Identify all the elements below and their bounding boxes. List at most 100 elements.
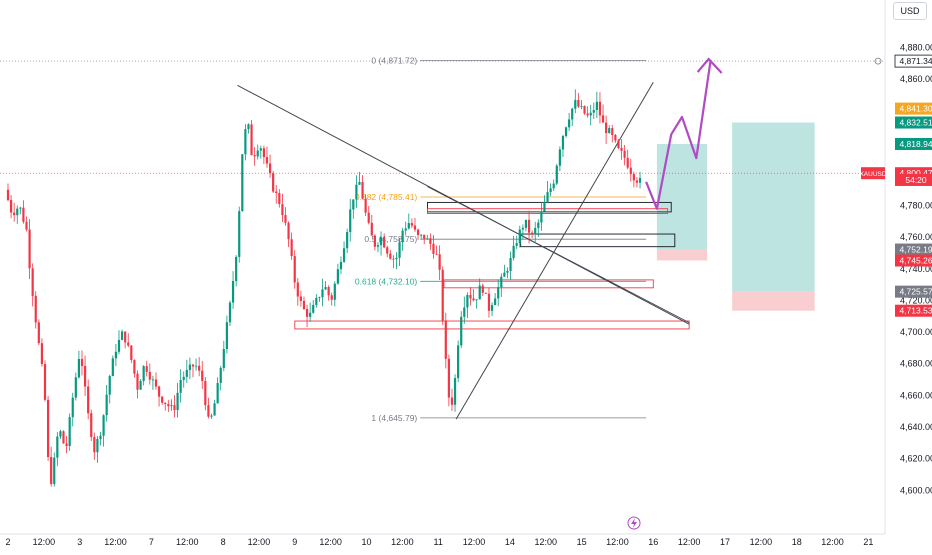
price-tag: 4,818.94 (895, 137, 932, 150)
zone-box-mid[interactable] (520, 233, 676, 248)
time-tick-label: 12:00 (463, 537, 486, 547)
candle-body (272, 173, 275, 192)
price-tag: 4,745.26 (895, 254, 932, 267)
price-tag-bg (895, 102, 932, 115)
candle-body (253, 155, 256, 157)
candle-body (293, 256, 296, 283)
candle-body (167, 404, 170, 407)
candle-body (142, 366, 145, 381)
price-tick-label: 4,700.00 (900, 327, 932, 337)
price-tick-label: 4,740.00 (900, 264, 932, 274)
time-tick-label: 12:00 (391, 537, 414, 547)
candle-body (534, 227, 537, 235)
candle-body (80, 358, 84, 366)
candle-body (136, 373, 139, 390)
candle-body (395, 257, 398, 260)
candle-body (241, 154, 244, 212)
candle-body (235, 256, 238, 282)
candle-body (379, 237, 383, 246)
price-tick-label: 4,680.00 (900, 359, 932, 369)
alert-icon[interactable] (874, 57, 882, 65)
candle-body (457, 345, 460, 379)
fib-level-label: 0 (4,871.72) (371, 55, 417, 65)
candle-body (481, 285, 484, 293)
events-icon[interactable] (627, 516, 641, 530)
candle-body (71, 397, 74, 418)
candle-body (108, 376, 111, 395)
candle-body (392, 258, 395, 260)
price-tag-bg (895, 116, 932, 129)
candle-body (154, 379, 158, 387)
price-tag-bg (895, 254, 932, 267)
price-tag: 54:20 (895, 173, 932, 186)
candle-body (305, 308, 309, 317)
candle-body (219, 367, 222, 383)
secondary-trendline[interactable] (427, 186, 690, 324)
candle-body (527, 219, 531, 233)
target-zone-2[interactable] (732, 122, 815, 292)
candle-body (494, 298, 497, 306)
price-tag: 4,752.19 (895, 243, 932, 256)
candle-body (629, 167, 632, 175)
candle-body (312, 304, 315, 313)
zone-box-base[interactable] (294, 320, 690, 330)
candle-body (601, 115, 605, 123)
candle-body (592, 109, 595, 113)
price-tick-label: 4,600.00 (900, 485, 932, 495)
candle-body (426, 238, 429, 240)
price-tag-bg (894, 54, 932, 68)
candle-body (231, 281, 235, 303)
candle-body (364, 198, 367, 213)
zone-box-upper[interactable] (426, 201, 672, 213)
candle-body (74, 377, 77, 398)
price-tick-label: 4,780.00 (900, 201, 932, 211)
candle-body (463, 307, 466, 317)
candle-body (450, 397, 454, 405)
candle-body (213, 403, 216, 416)
candle-body (367, 212, 370, 223)
candle-body (185, 369, 188, 377)
price-tick-label: 4,640.00 (900, 422, 932, 432)
price-tag-text: 4,832.51 (899, 118, 932, 128)
candle-body (278, 193, 281, 205)
candle-body (182, 376, 185, 380)
zone-box-lower[interactable] (443, 279, 654, 289)
candle-body (268, 163, 272, 174)
time-tick-label: 15 (577, 537, 587, 547)
drawings-layer: 0 (4,871.72) 0.382 (4,785.41) 0.5 (4,758.7… (0, 55, 885, 423)
price-tag-text: 4,871.34 (899, 56, 932, 66)
candle-body (435, 253, 438, 255)
candle-body (336, 269, 339, 284)
candle-body (614, 135, 617, 141)
candle-body (13, 212, 16, 216)
time-tick-label: 11 (434, 537, 443, 547)
candle-body (16, 208, 19, 216)
candle-body (222, 349, 225, 368)
zone-box-upper-red[interactable] (426, 208, 669, 214)
stop-zone-2[interactable] (732, 291, 815, 311)
candle-body (574, 99, 577, 109)
candle-body (201, 370, 204, 382)
candle-body (349, 209, 352, 233)
candle-body (355, 184, 358, 200)
candle-body (238, 211, 241, 257)
stop-zone-1[interactable] (656, 249, 708, 261)
candle-body (558, 149, 561, 166)
time-tick-label: 16 (648, 537, 658, 547)
price-tag-bg (895, 285, 932, 298)
ascending-trendline[interactable] (455, 81, 654, 420)
price-tag: 4,713.53 (895, 304, 932, 317)
fib-level-label: 0.382 (4,785.41) (355, 192, 418, 202)
candle-body (447, 358, 450, 398)
candle-body (346, 232, 349, 249)
candle-body (133, 359, 136, 374)
currency-selector[interactable]: USD (893, 2, 927, 20)
time-tick-label: 12:00 (319, 537, 342, 547)
candle-body (373, 235, 376, 247)
candle-body (490, 305, 494, 311)
candle-body (83, 365, 87, 387)
candle-body (216, 382, 219, 404)
projection-path[interactable] (645, 59, 712, 210)
